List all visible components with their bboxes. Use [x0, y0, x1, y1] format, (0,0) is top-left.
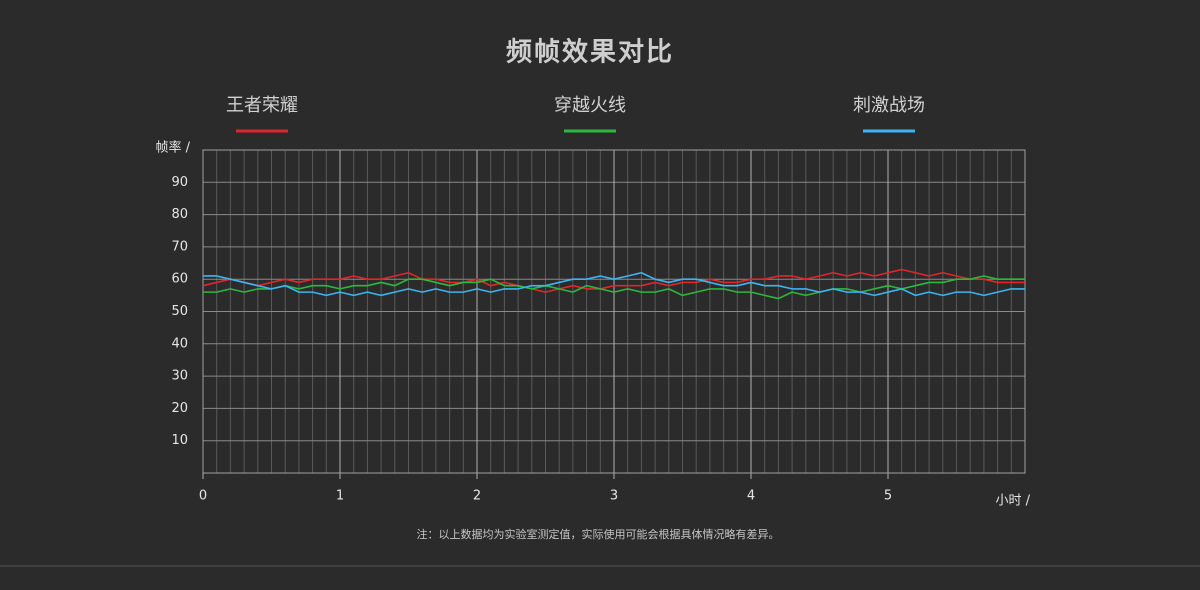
series-line	[203, 271, 1025, 297]
y-tick-label: 50	[171, 304, 188, 319]
legend-label: 王者荣耀	[226, 95, 298, 116]
y-tick-label: 60	[171, 272, 188, 287]
y-axis-label: 帧率 /	[155, 140, 190, 156]
x-tick-label: 3	[610, 489, 618, 504]
x-tick-label: 2	[473, 489, 481, 504]
y-tick-label: 40	[171, 336, 188, 351]
y-tick-label: 10	[171, 433, 188, 448]
series-line	[203, 275, 1025, 300]
footnote: 注：以上数据均为实验室测定值，实际使用可能会根据具体情况略有差异。	[417, 527, 780, 541]
legend-label: 穿越火线	[554, 95, 626, 116]
legend-label: 刺激战场	[853, 95, 925, 116]
x-tick-label: 4	[747, 489, 755, 504]
series-line	[202, 268, 1025, 293]
x-tick-label: 1	[336, 489, 344, 504]
y-tick-label: 90	[171, 175, 188, 190]
plot-border	[202, 149, 1026, 474]
chart-title: 频帧效果对比	[506, 37, 674, 68]
x-axis-label: 小时 /	[995, 494, 1030, 509]
y-tick-label: 30	[171, 369, 188, 384]
y-tick-label: 80	[171, 207, 188, 222]
x-tick-label: 5	[884, 489, 892, 504]
y-tick-label: 20	[171, 401, 188, 416]
y-tick-label: 70	[171, 239, 188, 254]
x-tick-label: 0	[199, 489, 207, 504]
